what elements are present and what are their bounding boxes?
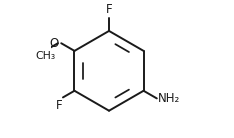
Text: NH₂: NH₂ <box>158 92 180 105</box>
Text: O: O <box>50 37 59 50</box>
Text: CH₃: CH₃ <box>35 51 55 61</box>
Text: F: F <box>106 3 112 16</box>
Text: F: F <box>56 99 62 112</box>
